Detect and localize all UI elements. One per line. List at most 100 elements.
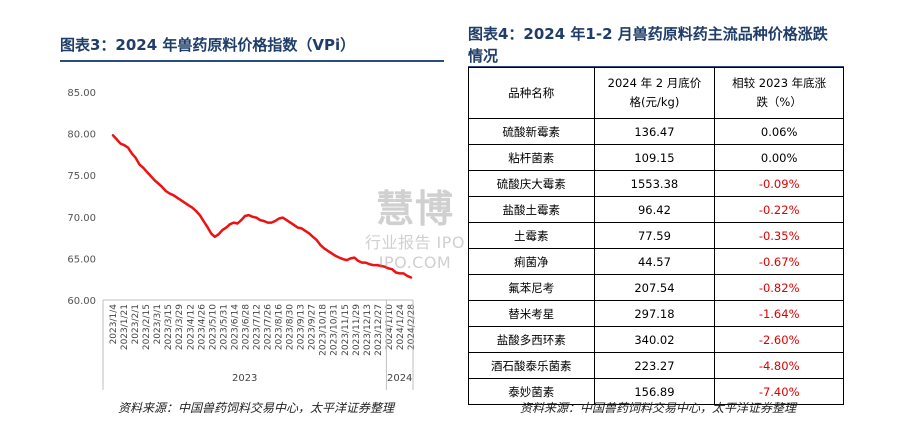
- table-row: 盐酸土霉素 96.42 -0.22%: [468, 196, 844, 223]
- table-row: 氟苯尼考 207.54 -0.82%: [468, 274, 844, 301]
- right-title-line1: 图表4：2024 年1-2 月兽药原料药主流品种价格涨跌: [468, 25, 828, 43]
- year-group-dividers: [102, 300, 414, 390]
- x-tick-label: 2023/1/21: [120, 304, 130, 350]
- x-tick-label: 2024/1/10: [385, 304, 395, 350]
- cell-product-name: 酒石酸泰乐菌素: [468, 352, 595, 379]
- cell-price: 340.02: [593, 326, 716, 353]
- cell-change: -0.35%: [714, 222, 844, 249]
- cell-change: 0.00%: [714, 144, 844, 171]
- y-axis-tick-labels: 60.00 65.00 70.00 75.00 80.00 85.00: [67, 88, 96, 307]
- x-tick-label: 2023/3/15: [164, 304, 174, 350]
- table-row: 粘杆菌素 109.15 0.00%: [468, 144, 844, 171]
- left-chart-title: 图表3：2024 年兽药原料价格指数（VPi）: [60, 36, 356, 54]
- cell-product-name: 盐酸土霉素: [468, 196, 595, 223]
- header-price: 2024 年 2 月底价 格(元/kg): [593, 67, 716, 119]
- x-tick-label: 2023/10/31: [330, 304, 340, 356]
- cell-price: 297.18: [593, 300, 716, 327]
- table-row: 硫酸庆大霉素 1553.38 -0.09%: [468, 170, 844, 197]
- cell-price: 109.15: [593, 144, 716, 171]
- x-tick-label: 2023/1/4: [109, 304, 119, 345]
- cell-change: -1.64%: [714, 300, 844, 327]
- y-tick-label: 70.00: [67, 213, 96, 224]
- cell-product-name: 土霉素: [468, 222, 595, 249]
- table-row: 痢菌净 44.57 -0.67%: [468, 248, 844, 275]
- y-tick-label: 80.00: [67, 130, 96, 141]
- x-tick-label: 2023/4/12: [186, 304, 196, 350]
- x-tick-label: 2023/9/27: [308, 304, 318, 350]
- cell-product-name: 替米考星: [468, 300, 595, 327]
- table-row: 土霉素 77.59 -0.35%: [468, 222, 844, 249]
- price-change-table: 品种名称 2024 年 2 月底价 格(元/kg) 相较 2023 年底涨 跌（…: [468, 67, 844, 405]
- cell-change: -2.60%: [714, 326, 844, 353]
- y-tick-label: 85.00: [67, 88, 96, 99]
- x-tick-label: 2023/3/1: [153, 304, 163, 344]
- cell-price: 223.27: [593, 352, 716, 379]
- cell-change: -0.67%: [714, 248, 844, 275]
- x-tick-label: 2023/6/14: [230, 304, 240, 350]
- x-tick-label: 2023/12/13: [363, 304, 373, 356]
- x-tick-label: 2023/7/26: [264, 304, 274, 350]
- right-title-line2: 情况: [468, 47, 499, 65]
- x-tick-label: 2023/8/16: [275, 304, 285, 350]
- x-tick-label: 2024/2/28: [407, 304, 417, 350]
- header-change-line2: 跌（%）: [756, 95, 802, 109]
- left-title-rule: [60, 60, 444, 62]
- cell-product-name: 硫酸新霉素: [468, 118, 595, 145]
- x-tick-label: 2024/1/24: [396, 304, 406, 350]
- x-tick-label: 2023/7/12: [252, 304, 262, 350]
- x-tick-label: 2023/3/29: [175, 304, 185, 350]
- table-row: 酒石酸泰乐菌素 223.27 -4.80%: [468, 352, 844, 379]
- cell-price: 156.89: [593, 378, 716, 405]
- x-tick-label: 2023/9/13: [297, 304, 307, 350]
- y-tick-label: 65.00: [67, 254, 96, 265]
- x-tick-label: 2023/2/15: [142, 304, 152, 350]
- cell-product-name: 硫酸庆大霉素: [468, 170, 595, 197]
- x-tick-label: 2023/4/26: [197, 304, 207, 350]
- cell-product-name: 粘杆菌素: [468, 144, 595, 171]
- x-tick-label: 2023/8/30: [286, 304, 296, 350]
- cell-price: 77.59: [593, 222, 716, 249]
- x-tick-label: 2023/5/10: [208, 304, 218, 350]
- table-body: 硫酸新霉素 136.47 0.06% 粘杆菌素 109.15 0.00% 硫酸庆大霉素 155…: [468, 118, 844, 405]
- cell-product-name: 痢菌净: [468, 248, 595, 275]
- right-source-note: 资料来源：中国兽药饲料交易中心，太平洋证券整理: [520, 401, 797, 415]
- cell-change: -0.09%: [714, 170, 844, 197]
- table-row: 泰妙菌素 156.89 -7.40%: [468, 378, 844, 405]
- cell-price: 96.42: [593, 196, 716, 223]
- cell-change: -0.82%: [714, 274, 844, 301]
- x-tick-label: 2023/10/18: [319, 304, 329, 356]
- year-group-labels: 2023 2024: [232, 373, 412, 384]
- header-price-line1: 2024 年 2 月底价: [607, 76, 702, 90]
- table-row: 盐酸多西环素 340.02 -2.60%: [468, 326, 844, 353]
- table-header-row: 品种名称 2024 年 2 月底价 格(元/kg) 相较 2023 年底涨 跌（…: [468, 67, 844, 119]
- cell-price: 207.54: [593, 274, 716, 301]
- cell-product-name: 氟苯尼考: [468, 274, 595, 301]
- cell-product-name: 盐酸多西环素: [468, 326, 595, 353]
- x-tick-label: 2023/2/1: [131, 304, 141, 344]
- header-change-line1: 相较 2023 年底涨: [732, 76, 827, 90]
- header-change: 相较 2023 年底涨 跌（%）: [714, 67, 844, 119]
- y-tick-label: 60.00: [67, 296, 96, 307]
- year-group-label: 2023: [232, 373, 257, 384]
- cell-change: -4.80%: [714, 352, 844, 379]
- cell-change: 0.06%: [714, 118, 844, 145]
- cell-product-name: 泰妙菌素: [468, 378, 595, 405]
- x-tick-label: 2023/5/31: [219, 304, 229, 350]
- header-price-line2: 格(元/kg): [629, 95, 680, 109]
- y-tick-label: 75.00: [67, 171, 96, 182]
- x-tick-label: 2023/11/29: [352, 304, 362, 356]
- cell-change: -7.40%: [714, 378, 844, 405]
- cell-change: -0.22%: [714, 196, 844, 223]
- vpi-series-line: [111, 134, 413, 279]
- table-row: 硫酸新霉素 136.47 0.06%: [468, 118, 844, 145]
- x-tick-label: 2023/11/15: [341, 304, 351, 356]
- right-table-title: 图表4：2024 年1-2 月兽药原料药主流品种价格涨跌 情况: [468, 23, 828, 67]
- x-tick-label: 2023/12/27: [374, 304, 384, 356]
- cell-price: 1553.38: [593, 170, 716, 197]
- x-tick-label: 2023/6/28: [241, 304, 251, 350]
- cell-price: 136.47: [593, 118, 716, 145]
- x-axis-tick-labels: 2023/1/4 2023/1/21 2023/2/1 2023/2/15 2023/3…: [109, 304, 417, 356]
- header-product-name: 品种名称: [468, 67, 595, 119]
- left-source-note: 资料来源：中国兽药饲料交易中心，太平洋证券整理: [118, 401, 395, 415]
